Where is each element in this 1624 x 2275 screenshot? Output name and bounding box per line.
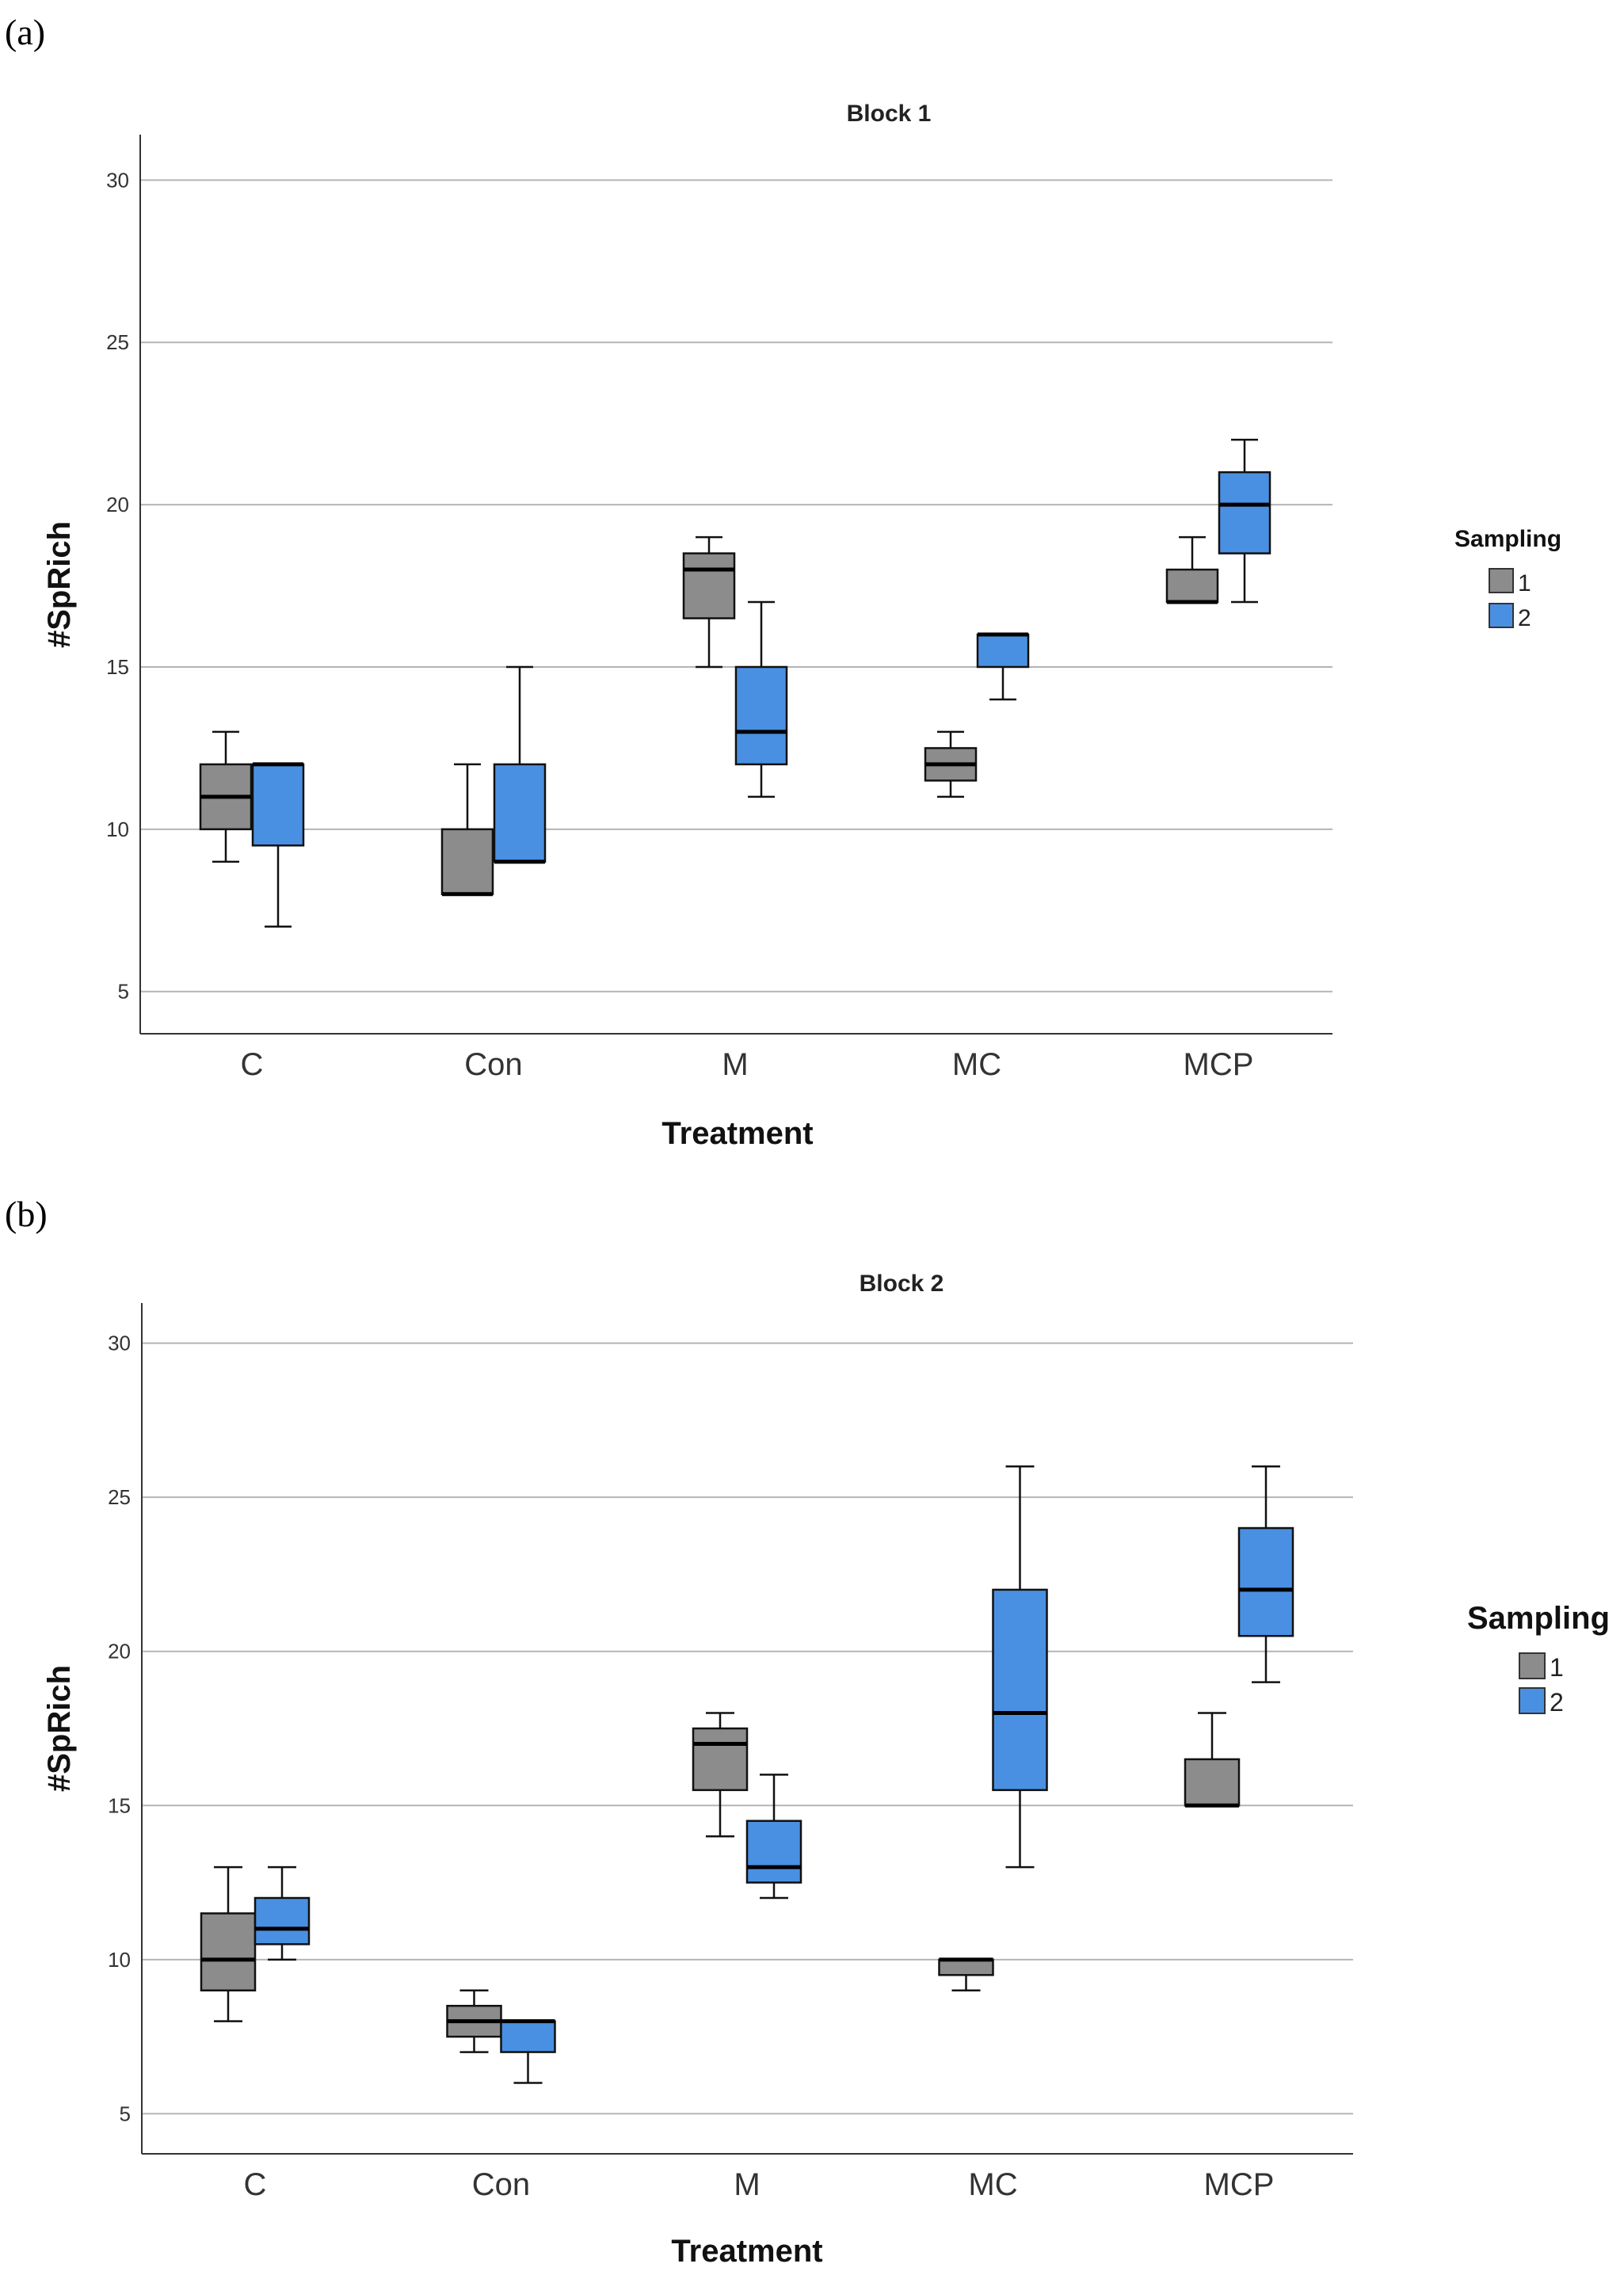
box-m-sampling-1 xyxy=(692,1712,749,1838)
y-tick-20: 20 xyxy=(108,1640,131,1663)
box-m-sampling-2-iqr xyxy=(734,665,788,766)
box-con-sampling-2 xyxy=(493,665,547,864)
chart-block-1: 5 10 15 20 25 30 C Con M MC MCP Block 1 Treatment… xyxy=(42,101,1561,1151)
legend-label-1: 1 xyxy=(1518,570,1531,596)
box-plots xyxy=(199,438,1271,928)
box-c-sampling-2 xyxy=(251,762,305,928)
panel-label-b: (b) xyxy=(5,1194,48,1234)
x-tick-mc: MC xyxy=(968,2167,1017,2202)
y-tick-labels: 5 10 15 20 25 30 xyxy=(108,1332,131,2126)
x-tick-mcp: MCP xyxy=(1184,1047,1254,1082)
x-axis-label: Treatment xyxy=(661,1116,813,1151)
box-mc-sampling-1-iqr xyxy=(938,1958,994,1976)
box-con-sampling-2-iqr xyxy=(493,763,547,863)
x-tick-m: M xyxy=(734,2167,760,2202)
chart-title: Block 1 xyxy=(847,101,932,127)
box-m-sampling-2-iqr xyxy=(745,1820,802,1884)
legend: Sampling 1 2 xyxy=(1467,1601,1610,1717)
box-m-sampling-1-iqr xyxy=(692,1727,749,1792)
box-m-sampling-2 xyxy=(745,1774,802,1900)
legend-swatch-1 xyxy=(1489,568,1514,593)
legend-label-2: 2 xyxy=(1518,605,1531,631)
box-mc-sampling-2-iqr xyxy=(976,633,1030,669)
box-c-sampling-1-iqr xyxy=(200,1912,257,1992)
x-axis-label: Treatment xyxy=(671,2234,822,2269)
y-tick-20: 20 xyxy=(106,493,129,516)
y-tick-25: 25 xyxy=(108,1485,131,1509)
box-con-sampling-2-iqr xyxy=(500,2020,556,2053)
box-mcp-sampling-2-iqr xyxy=(1218,471,1271,554)
box-mcp-sampling-2 xyxy=(1218,438,1271,604)
legend-label-2: 2 xyxy=(1550,1688,1564,1717)
box-c-sampling-2 xyxy=(254,1865,311,1961)
y-tick-30: 30 xyxy=(108,1332,131,1355)
legend-swatch-2 xyxy=(1489,603,1514,628)
box-mc-sampling-1 xyxy=(924,730,978,798)
box-c-sampling-2-iqr xyxy=(254,1896,311,1945)
box-mc-sampling-2-iqr xyxy=(992,1588,1048,1792)
legend-swatch-1 xyxy=(1519,1652,1546,1679)
legend-swatch-2 xyxy=(1519,1687,1546,1714)
y-tick-5: 5 xyxy=(118,980,129,1004)
x-tick-c: C xyxy=(241,1047,264,1082)
box-mcp-sampling-1 xyxy=(1184,1712,1241,1808)
box-c-sampling-2-iqr xyxy=(251,763,305,847)
chart-title: Block 2 xyxy=(860,1271,944,1297)
box-mcp-sampling-2-iqr xyxy=(1237,1526,1294,1637)
y-axis-label: #SpRich xyxy=(42,521,77,648)
chart-block-2: 5 10 15 20 25 30 C Con M MC MCP Block 2 Treatment… xyxy=(42,1271,1610,2269)
y-tick-15: 15 xyxy=(106,655,129,679)
box-plots xyxy=(200,1465,1294,2084)
x-tick-labels: C Con M MC MCP xyxy=(244,2167,1275,2202)
legend-title: Sampling xyxy=(1454,526,1561,552)
box-m-sampling-2 xyxy=(734,600,788,798)
y-tick-5: 5 xyxy=(120,2102,131,2125)
legend-title: Sampling xyxy=(1467,1601,1610,1636)
box-c-sampling-1 xyxy=(199,730,253,863)
x-tick-con: Con xyxy=(472,2167,530,2202)
box-mcp-sampling-2 xyxy=(1237,1465,1294,1683)
y-tick-10: 10 xyxy=(108,1948,131,1972)
x-tick-con: Con xyxy=(464,1047,522,1082)
box-con-sampling-1 xyxy=(446,1989,502,2053)
box-m-sampling-1 xyxy=(682,535,736,669)
gridlines xyxy=(140,179,1332,993)
box-mcp-sampling-1-iqr xyxy=(1184,1758,1241,1807)
legend-label-1: 1 xyxy=(1550,1653,1564,1682)
x-tick-m: M xyxy=(722,1047,748,1082)
y-tick-30: 30 xyxy=(106,168,129,192)
box-mcp-sampling-1 xyxy=(1165,535,1219,604)
y-axis-label: #SpRich xyxy=(42,1665,77,1792)
panel-label-a: (a) xyxy=(5,12,45,52)
box-mc-sampling-2 xyxy=(976,632,1030,701)
box-mcp-sampling-1-iqr xyxy=(1165,568,1219,604)
gridlines xyxy=(142,1342,1353,2115)
x-tick-mc: MC xyxy=(952,1047,1001,1082)
y-tick-10: 10 xyxy=(106,817,129,841)
y-tick-labels: 5 10 15 20 25 30 xyxy=(106,168,129,1003)
box-m-sampling-1-iqr xyxy=(682,552,736,619)
box-con-sampling-2 xyxy=(500,2019,556,2084)
x-tick-mcp: MCP xyxy=(1204,2167,1275,2202)
box-mc-sampling-1 xyxy=(938,1957,994,1992)
y-tick-25: 25 xyxy=(106,330,129,354)
x-tick-labels: C Con M MC MCP xyxy=(241,1047,1254,1082)
legend: Sampling 1 2 xyxy=(1454,526,1561,631)
box-con-sampling-1 xyxy=(440,763,494,897)
y-tick-15: 15 xyxy=(108,1793,131,1817)
box-mc-sampling-2 xyxy=(992,1465,1048,1869)
x-tick-c: C xyxy=(244,2167,267,2202)
box-con-sampling-1-iqr xyxy=(440,828,494,896)
box-c-sampling-1 xyxy=(200,1865,257,2022)
